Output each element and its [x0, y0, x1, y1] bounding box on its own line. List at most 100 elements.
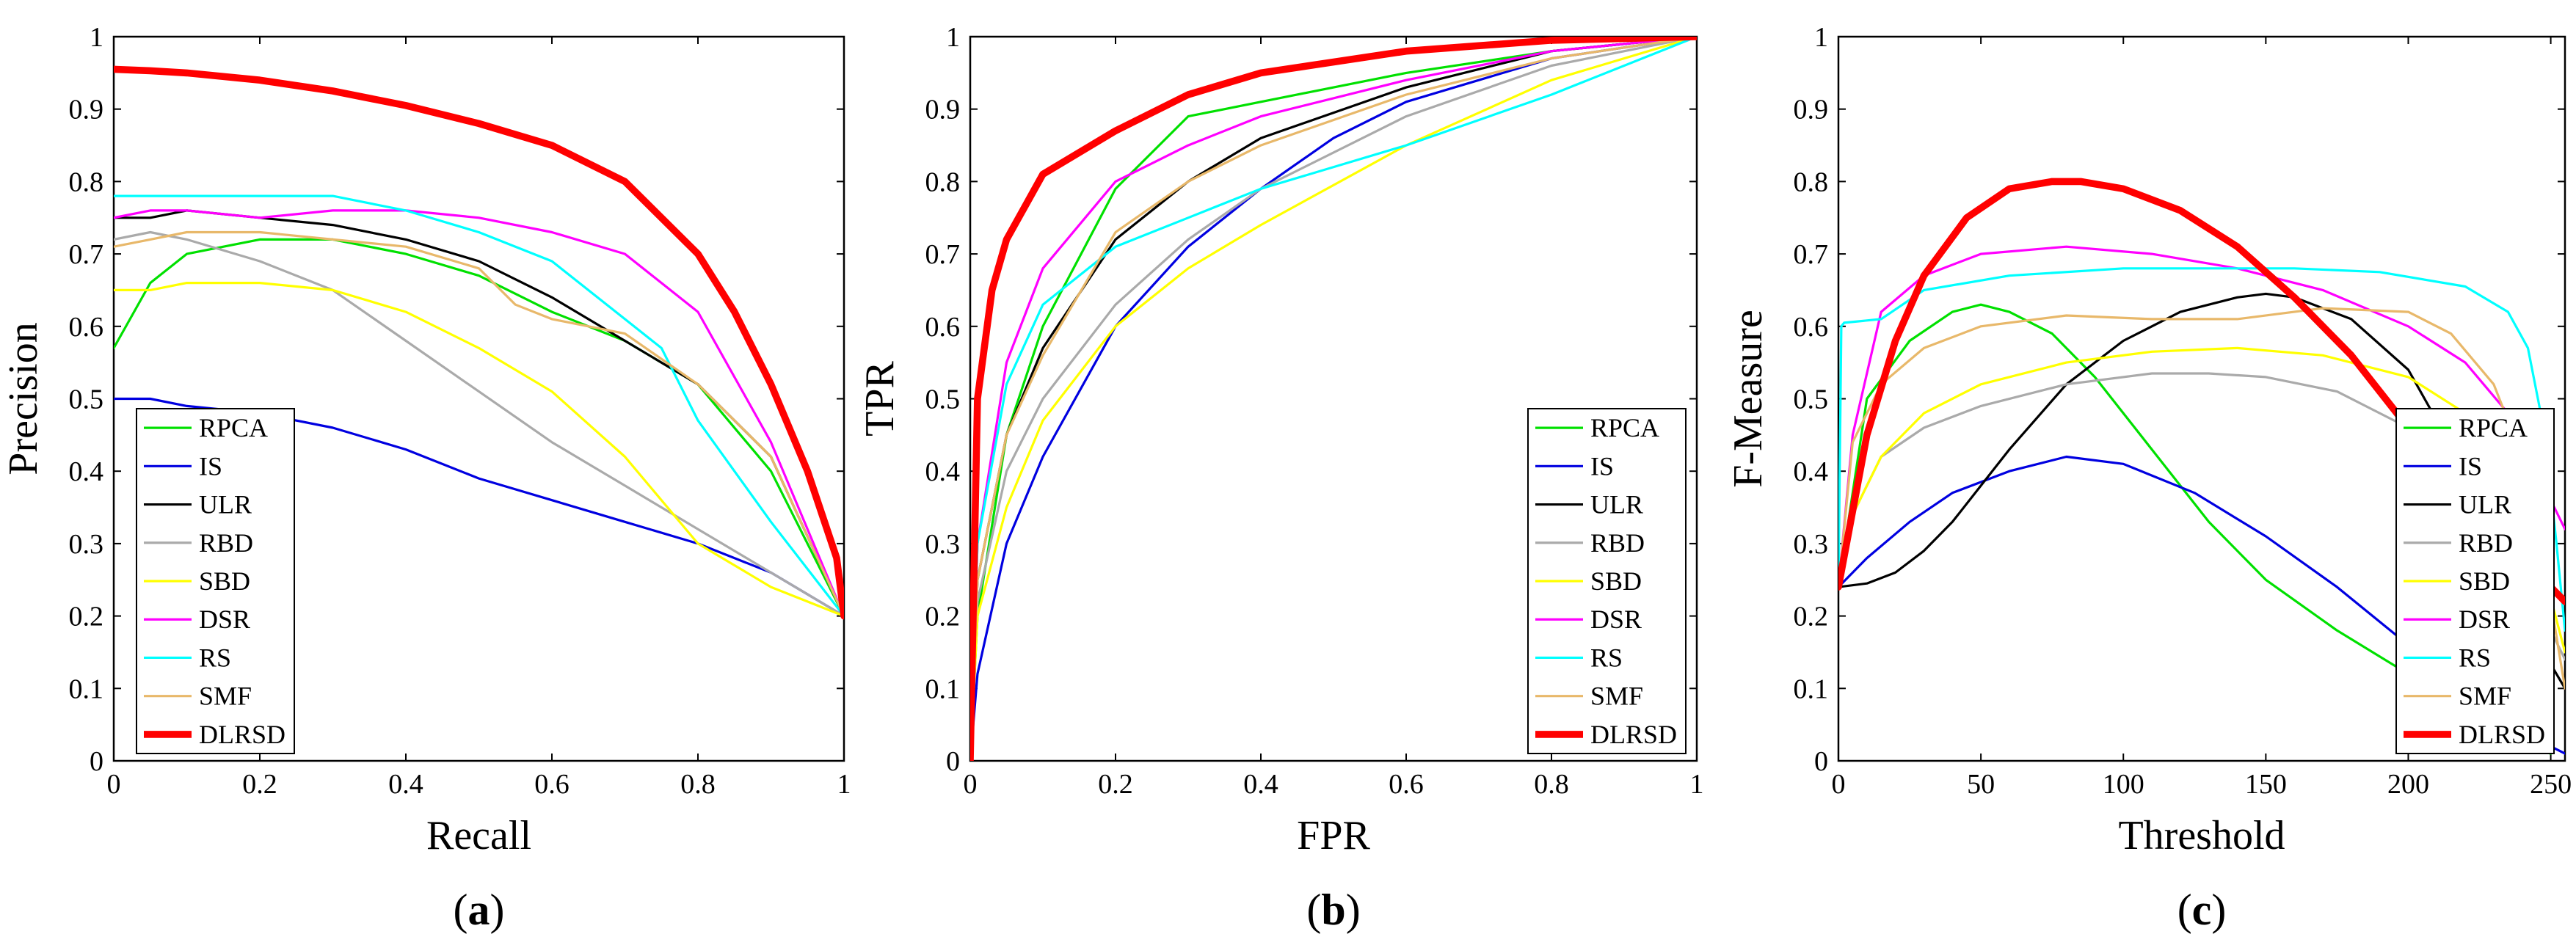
- y-tick-label: 0.2: [69, 602, 104, 632]
- x-tick-label: 1: [837, 769, 851, 800]
- x-tick-label: 0.4: [1243, 769, 1278, 800]
- legend-label-ulr: ULR: [199, 490, 252, 519]
- series-group: [114, 65, 844, 620]
- legend-label-is: IS: [199, 451, 222, 481]
- y-tick-label: 0.2: [1794, 602, 1829, 632]
- legend-label-ulr: ULR: [2459, 490, 2511, 519]
- y-tick-label: 0.3: [1794, 529, 1829, 560]
- series-line-sbd: [114, 282, 844, 618]
- y-tick-label: 0.5: [1794, 384, 1829, 415]
- legend-label-rs: RS: [1590, 643, 1623, 672]
- y-tick-label: 0.5: [69, 384, 104, 415]
- series-line-rpca: [970, 37, 1697, 761]
- y-tick-label: 0.1: [1794, 674, 1829, 704]
- legend-label-is: IS: [1590, 451, 1614, 481]
- chart-panel-a: 0 0.2 0.4 0.6 0.8 1 0 0.1 0.2 0.3 0.4 0.5 0.6 0.7 0.8 0…: [1, 22, 851, 934]
- x-tick-label: 0.2: [1098, 769, 1133, 800]
- x-tick-label: 250: [2530, 769, 2572, 800]
- legend-label-smf: SMF: [2459, 682, 2511, 711]
- y-tick-label: 1: [90, 22, 103, 53]
- y-tick-label: 0.4: [69, 456, 104, 487]
- y-tick-label: 0.4: [1794, 456, 1829, 487]
- legend-label-rbd: RBD: [1590, 528, 1645, 558]
- y-tick-label: 0.8: [1794, 167, 1829, 197]
- legend-label-ulr: ULR: [1590, 490, 1643, 519]
- legend-label-dsr: DSR: [1590, 605, 1642, 634]
- series-line-dlrsd: [114, 65, 844, 620]
- legend-label-dlrsd: DLRSD: [2459, 720, 2545, 749]
- y-tick-label: 0: [90, 746, 103, 777]
- y-tick-label: 0.6: [1794, 312, 1829, 343]
- panel-label-open: (: [454, 886, 468, 934]
- series-line-rpca: [114, 238, 844, 618]
- legend-label-rbd: RBD: [2459, 528, 2513, 558]
- y-tick-label: 0.4: [925, 456, 961, 487]
- x-tick-label: 0.8: [680, 769, 716, 800]
- y-tick-label: 0.3: [925, 529, 961, 560]
- legend-label-dsr: DSR: [199, 605, 250, 634]
- legend-label-rpca: RPCA: [199, 413, 268, 442]
- panel-label-close: ): [1346, 886, 1361, 934]
- legend-label-smf: SMF: [199, 682, 252, 711]
- series-line-rbd: [970, 37, 1697, 761]
- legend-label-rbd: RBD: [199, 528, 253, 558]
- y-tick-label: 0.7: [925, 239, 961, 270]
- series-line-ulr: [1838, 292, 2565, 690]
- y-tick-label: 0.9: [925, 95, 961, 125]
- x-tick-label: 0.4: [388, 769, 423, 800]
- y-tick-label: 0.7: [69, 239, 104, 270]
- series-line-smf: [970, 37, 1697, 761]
- panel-label: (c): [2177, 886, 2227, 934]
- series-line-rs: [114, 194, 844, 618]
- legend: RPCA IS ULR RBD SBD DSR RS SMF DLRSD: [1527, 408, 1687, 754]
- series-line-rs: [970, 37, 1697, 761]
- panel-label: (a): [454, 886, 505, 934]
- legend-label-sbd: SBD: [2459, 566, 2510, 596]
- x-axis-label: FPR: [1297, 813, 1370, 858]
- legend-label-rpca: RPCA: [1590, 413, 1659, 442]
- legend-label-dsr: DSR: [2459, 605, 2510, 634]
- y-tick-label: 0.8: [925, 167, 961, 197]
- legend-label-dlrsd: DLRSD: [1590, 720, 1677, 749]
- series-line-sbd: [970, 37, 1697, 761]
- panel-label: (b): [1306, 886, 1360, 934]
- y-tick-label: 0: [1814, 746, 1828, 777]
- y-tick-label: 0.9: [1794, 95, 1829, 125]
- series-line-dsr: [114, 209, 844, 618]
- series-line-dsr: [970, 37, 1697, 761]
- series-line-rs: [1838, 267, 2565, 632]
- y-tick-label: 0.3: [69, 529, 104, 560]
- x-axis-label: Recall: [426, 813, 531, 858]
- chart-panel-c: 0 50 100 150 200 250 0 0.1 0.2 0.3 0.4 0.5 0.6 0.7 0.8…: [1725, 22, 2572, 934]
- legend-label-sbd: SBD: [1590, 566, 1642, 596]
- y-tick-label: 0.2: [925, 602, 961, 632]
- series-line-smf: [114, 230, 844, 618]
- x-tick-label: 1: [1690, 769, 1704, 800]
- panel-label-close: ): [490, 886, 505, 934]
- panel-label-open: (: [1306, 886, 1321, 934]
- y-tick-label: 0.8: [69, 167, 104, 197]
- x-tick-label: 0: [1832, 769, 1846, 800]
- y-axis-label: Precision: [1, 322, 46, 475]
- x-tick-label: 200: [2387, 769, 2429, 800]
- legend-label-sbd: SBD: [199, 566, 250, 596]
- chart-panel-b: 0 0.2 0.4 0.6 0.8 1 0 0.1 0.2 0.3 0.4 0.5 0.6 0.7 0.8 0…: [857, 22, 1704, 934]
- x-tick-label: 0.6: [534, 769, 570, 800]
- y-axis-label: TPR: [857, 361, 903, 437]
- y-axis-label: F-Measure: [1725, 310, 1771, 488]
- legend-label-rs: RS: [2459, 643, 2491, 672]
- y-tick-label: 0.7: [1794, 239, 1829, 270]
- y-tick-label: 1: [1814, 22, 1828, 53]
- x-tick-label: 0.2: [242, 769, 277, 800]
- panel-label-letter: b: [1321, 886, 1345, 934]
- panel-label-open: (: [2177, 886, 2192, 934]
- y-tick-label: 0.5: [925, 384, 961, 415]
- x-tick-label: 0: [964, 769, 978, 800]
- y-tick-label: 0.1: [69, 674, 104, 704]
- series-line-rbd: [114, 230, 844, 618]
- y-tick-label: 0.6: [69, 312, 104, 343]
- y-tick-label: 1: [946, 22, 960, 53]
- x-tick-label: 0: [107, 769, 121, 800]
- y-tick-label: 0: [946, 746, 960, 777]
